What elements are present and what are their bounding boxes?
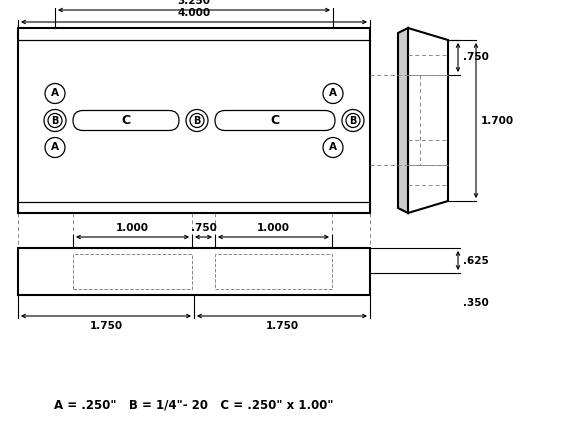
Circle shape (45, 138, 65, 157)
Text: C: C (121, 114, 130, 127)
Circle shape (44, 109, 66, 131)
Circle shape (323, 138, 343, 157)
Circle shape (186, 109, 208, 131)
FancyBboxPatch shape (73, 110, 179, 131)
Circle shape (48, 114, 62, 128)
Text: .350: .350 (463, 298, 489, 308)
Circle shape (342, 109, 364, 131)
Text: 1.000: 1.000 (257, 223, 290, 233)
Text: A: A (329, 142, 337, 152)
Text: 3.250: 3.250 (178, 0, 211, 6)
Text: A: A (51, 142, 59, 152)
Text: C: C (271, 114, 280, 127)
Circle shape (323, 83, 343, 104)
Text: 1.700: 1.700 (481, 115, 514, 125)
Circle shape (346, 114, 360, 128)
Bar (215, 254, 332, 289)
Text: 4.000: 4.000 (178, 8, 211, 18)
Polygon shape (398, 28, 408, 213)
Polygon shape (408, 28, 448, 213)
Text: .625: .625 (463, 256, 489, 266)
Text: B: B (51, 115, 59, 125)
Text: 1.750: 1.750 (265, 321, 298, 331)
Circle shape (45, 83, 65, 104)
Bar (18, 28, 370, 213)
Bar (73, 254, 192, 289)
Text: .750: .750 (190, 223, 216, 233)
Text: B: B (349, 115, 357, 125)
Text: 1.750: 1.750 (89, 321, 122, 331)
Text: A: A (329, 88, 337, 99)
Bar (18, 248, 370, 295)
Text: .750: .750 (463, 53, 489, 62)
Text: A: A (51, 88, 59, 99)
Text: A = .250"   B = 1/4"- 20   C = .250" x 1.00": A = .250" B = 1/4"- 20 C = .250" x 1.00" (54, 399, 334, 411)
FancyBboxPatch shape (215, 110, 335, 131)
Text: B: B (193, 115, 201, 125)
Text: 1.000: 1.000 (116, 223, 149, 233)
Circle shape (190, 114, 204, 128)
